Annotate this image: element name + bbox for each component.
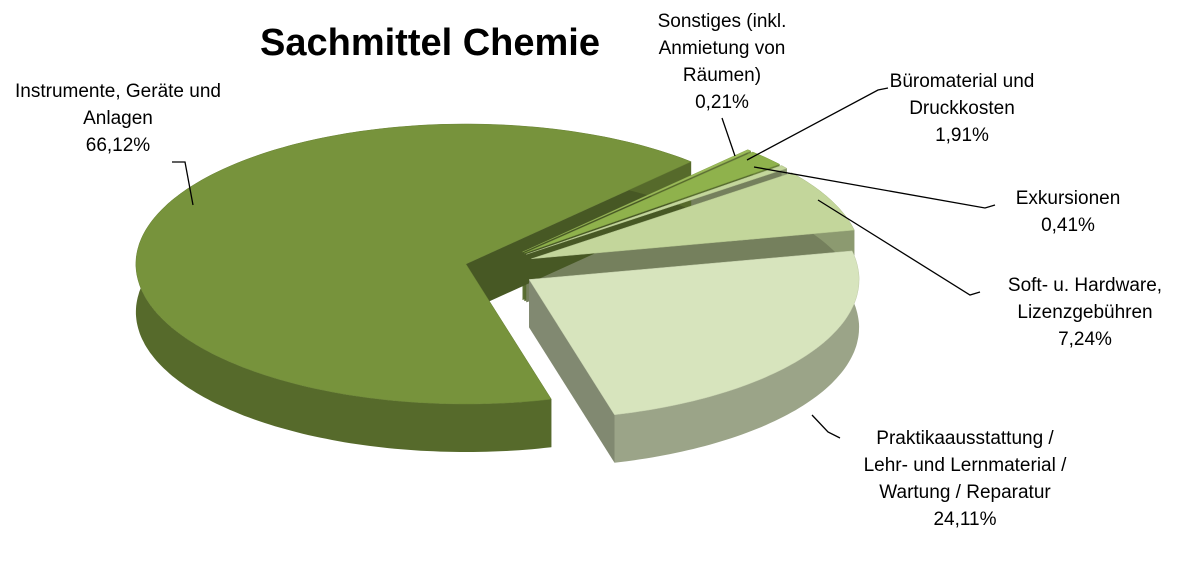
data-label: Soft- u. Hardware, Lizenzgebühren 7,24% — [980, 272, 1190, 353]
leader-line — [721, 117, 736, 157]
data-label: Praktikaausstattung / Lehr- und Lernmate… — [863, 425, 1068, 533]
slice — [135, 123, 692, 405]
data-label: Sonstiges (inkl. Anmietung von Räumen) 0,… — [642, 8, 802, 116]
leader-line — [172, 161, 194, 206]
label-name: Instrumente, Geräte und Anlagen — [15, 81, 221, 129]
data-label: Büromaterial und Druckkosten 1,91% — [872, 68, 1052, 149]
slice — [531, 172, 855, 260]
label-value: 0,41% — [1041, 215, 1095, 236]
label-value: 24,11% — [933, 509, 997, 530]
label-name: Büromaterial und Druckkosten — [889, 71, 1035, 119]
leader-line — [753, 166, 996, 209]
label-value: 7,24% — [1058, 329, 1112, 350]
slice-outer-side — [614, 250, 860, 463]
chart-title: Sachmittel Chemie — [260, 22, 600, 64]
label-value: 0,21% — [695, 92, 749, 113]
leader-line — [817, 199, 981, 296]
leader-line — [811, 414, 841, 439]
slice-radial-side — [529, 279, 615, 463]
slice — [522, 149, 752, 253]
leader-line — [746, 87, 889, 161]
data-label: Instrumente, Geräte und Anlagen 66,12% — [11, 78, 226, 159]
slice — [524, 151, 781, 254]
slice — [528, 250, 860, 416]
label-value: 66,12% — [85, 135, 151, 156]
label-value: 1,91% — [935, 125, 989, 146]
slice-tops — [135, 123, 860, 416]
label-name: Soft- u. Hardware, Lizenzgebühren — [1007, 275, 1163, 323]
label-name: Exkursionen — [1015, 188, 1121, 209]
slice — [526, 165, 788, 255]
label-name: Sonstiges (inkl. Anmietung von Räumen) — [657, 11, 787, 86]
data-label: Exkursionen 0,41% — [988, 185, 1148, 239]
label-name: Praktikaausstattung / Lehr- und Lernmate… — [863, 428, 1067, 503]
